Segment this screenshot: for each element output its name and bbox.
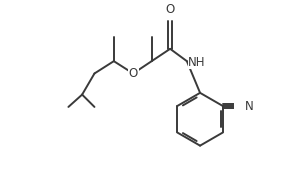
Text: N: N [245,100,254,113]
Text: O: O [166,3,175,16]
Text: NH: NH [188,56,206,69]
Text: O: O [129,67,138,80]
